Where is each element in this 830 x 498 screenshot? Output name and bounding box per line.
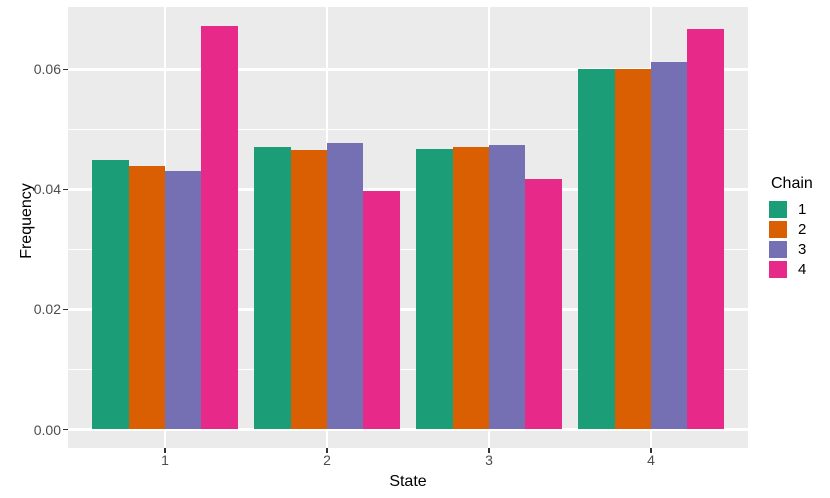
legend-label-chain-4: 4 bbox=[798, 260, 807, 278]
gridline-major bbox=[68, 308, 748, 311]
y-tick-mark bbox=[63, 188, 68, 191]
x-tick-label: 2 bbox=[323, 452, 331, 468]
bar-state1-chain1 bbox=[92, 159, 129, 430]
y-tick-mark bbox=[63, 68, 68, 71]
gridline-vertical bbox=[163, 7, 167, 448]
legend-key-chain-1 bbox=[769, 200, 787, 219]
legend-label-chain-3: 3 bbox=[798, 240, 807, 258]
gridline-vertical bbox=[325, 7, 329, 448]
x-tick-mark bbox=[650, 448, 652, 453]
bar-state2-chain3 bbox=[327, 142, 364, 430]
x-tick-mark bbox=[488, 448, 490, 453]
gridline-major bbox=[68, 68, 748, 71]
legend-key-chain-4 bbox=[769, 260, 787, 279]
y-tick-label: 0.02 bbox=[33, 301, 61, 318]
legend-title: Chain bbox=[771, 175, 813, 192]
bar-state3-chain1 bbox=[416, 148, 453, 430]
x-tick-mark bbox=[164, 448, 166, 453]
bar-state2-chain1 bbox=[254, 147, 291, 430]
y-tick-mark bbox=[63, 428, 68, 431]
y-tick-label: 0.06 bbox=[33, 61, 61, 78]
bar-state4-chain3 bbox=[651, 61, 688, 430]
x-axis-title: State bbox=[389, 473, 427, 490]
legend-key-chain-3 bbox=[769, 240, 787, 259]
bar-state3-chain3 bbox=[489, 144, 526, 430]
legend-label-chain-2: 2 bbox=[798, 220, 807, 238]
gridline-major bbox=[68, 428, 748, 431]
gridline-minor bbox=[68, 248, 748, 251]
legend-label-chain-1: 1 bbox=[798, 200, 807, 218]
bar-state3-chain4 bbox=[525, 179, 562, 430]
bar-state1-chain4 bbox=[201, 26, 238, 430]
x-tick-label: 3 bbox=[485, 452, 493, 468]
y-tick-mark bbox=[63, 308, 68, 311]
bar-state2-chain4 bbox=[363, 191, 400, 430]
gridline-vertical bbox=[649, 7, 653, 448]
bar-state1-chain2 bbox=[128, 165, 165, 430]
plot-panel bbox=[68, 7, 748, 448]
bar-state1-chain3 bbox=[165, 170, 202, 430]
gridline-major bbox=[68, 188, 748, 191]
bar-state4-chain1 bbox=[578, 69, 615, 430]
y-tick-label: 0.00 bbox=[33, 421, 61, 438]
x-tick-label: 1 bbox=[161, 452, 169, 468]
gridline-vertical bbox=[487, 7, 491, 448]
x-tick-label: 4 bbox=[647, 452, 655, 468]
y-axis-title: Frequency bbox=[18, 183, 35, 259]
gridline-minor bbox=[68, 368, 748, 371]
bar-state2-chain2 bbox=[290, 149, 327, 430]
legend-key-chain-2 bbox=[769, 220, 787, 239]
bar-state4-chain4 bbox=[687, 29, 724, 430]
y-tick-label: 0.04 bbox=[33, 181, 61, 198]
x-tick-mark bbox=[326, 448, 328, 453]
gridline-minor bbox=[68, 128, 748, 131]
bar-state3-chain2 bbox=[452, 146, 489, 430]
bar-state4-chain2 bbox=[614, 69, 651, 430]
